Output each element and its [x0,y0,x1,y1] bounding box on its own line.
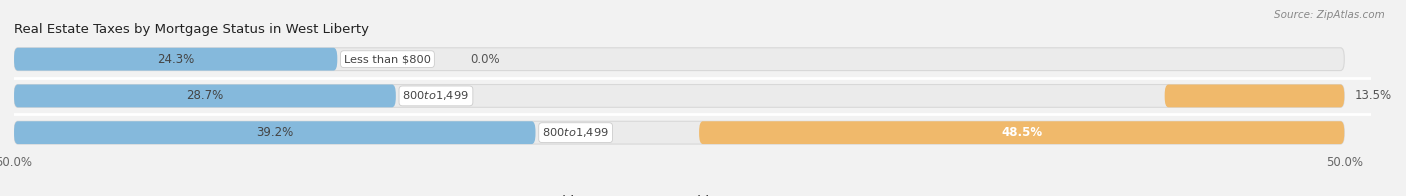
FancyBboxPatch shape [14,48,1344,71]
Text: 39.2%: 39.2% [256,126,294,139]
Text: 24.3%: 24.3% [157,53,194,66]
Text: 28.7%: 28.7% [187,89,224,103]
FancyBboxPatch shape [14,84,396,107]
Text: Less than $800: Less than $800 [344,54,432,64]
FancyBboxPatch shape [14,84,1344,107]
FancyBboxPatch shape [1164,84,1344,107]
Text: Real Estate Taxes by Mortgage Status in West Liberty: Real Estate Taxes by Mortgage Status in … [14,23,368,36]
Legend: Without Mortgage, With Mortgage: Without Mortgage, With Mortgage [530,195,773,196]
Text: 13.5%: 13.5% [1355,89,1392,103]
FancyBboxPatch shape [699,121,1344,144]
FancyBboxPatch shape [14,121,536,144]
Text: $800 to $1,499: $800 to $1,499 [402,89,470,103]
Text: 48.5%: 48.5% [1001,126,1042,139]
Text: $800 to $1,499: $800 to $1,499 [543,126,609,139]
Text: Source: ZipAtlas.com: Source: ZipAtlas.com [1274,10,1385,20]
Text: 0.0%: 0.0% [471,53,501,66]
FancyBboxPatch shape [14,121,1344,144]
FancyBboxPatch shape [14,48,337,71]
